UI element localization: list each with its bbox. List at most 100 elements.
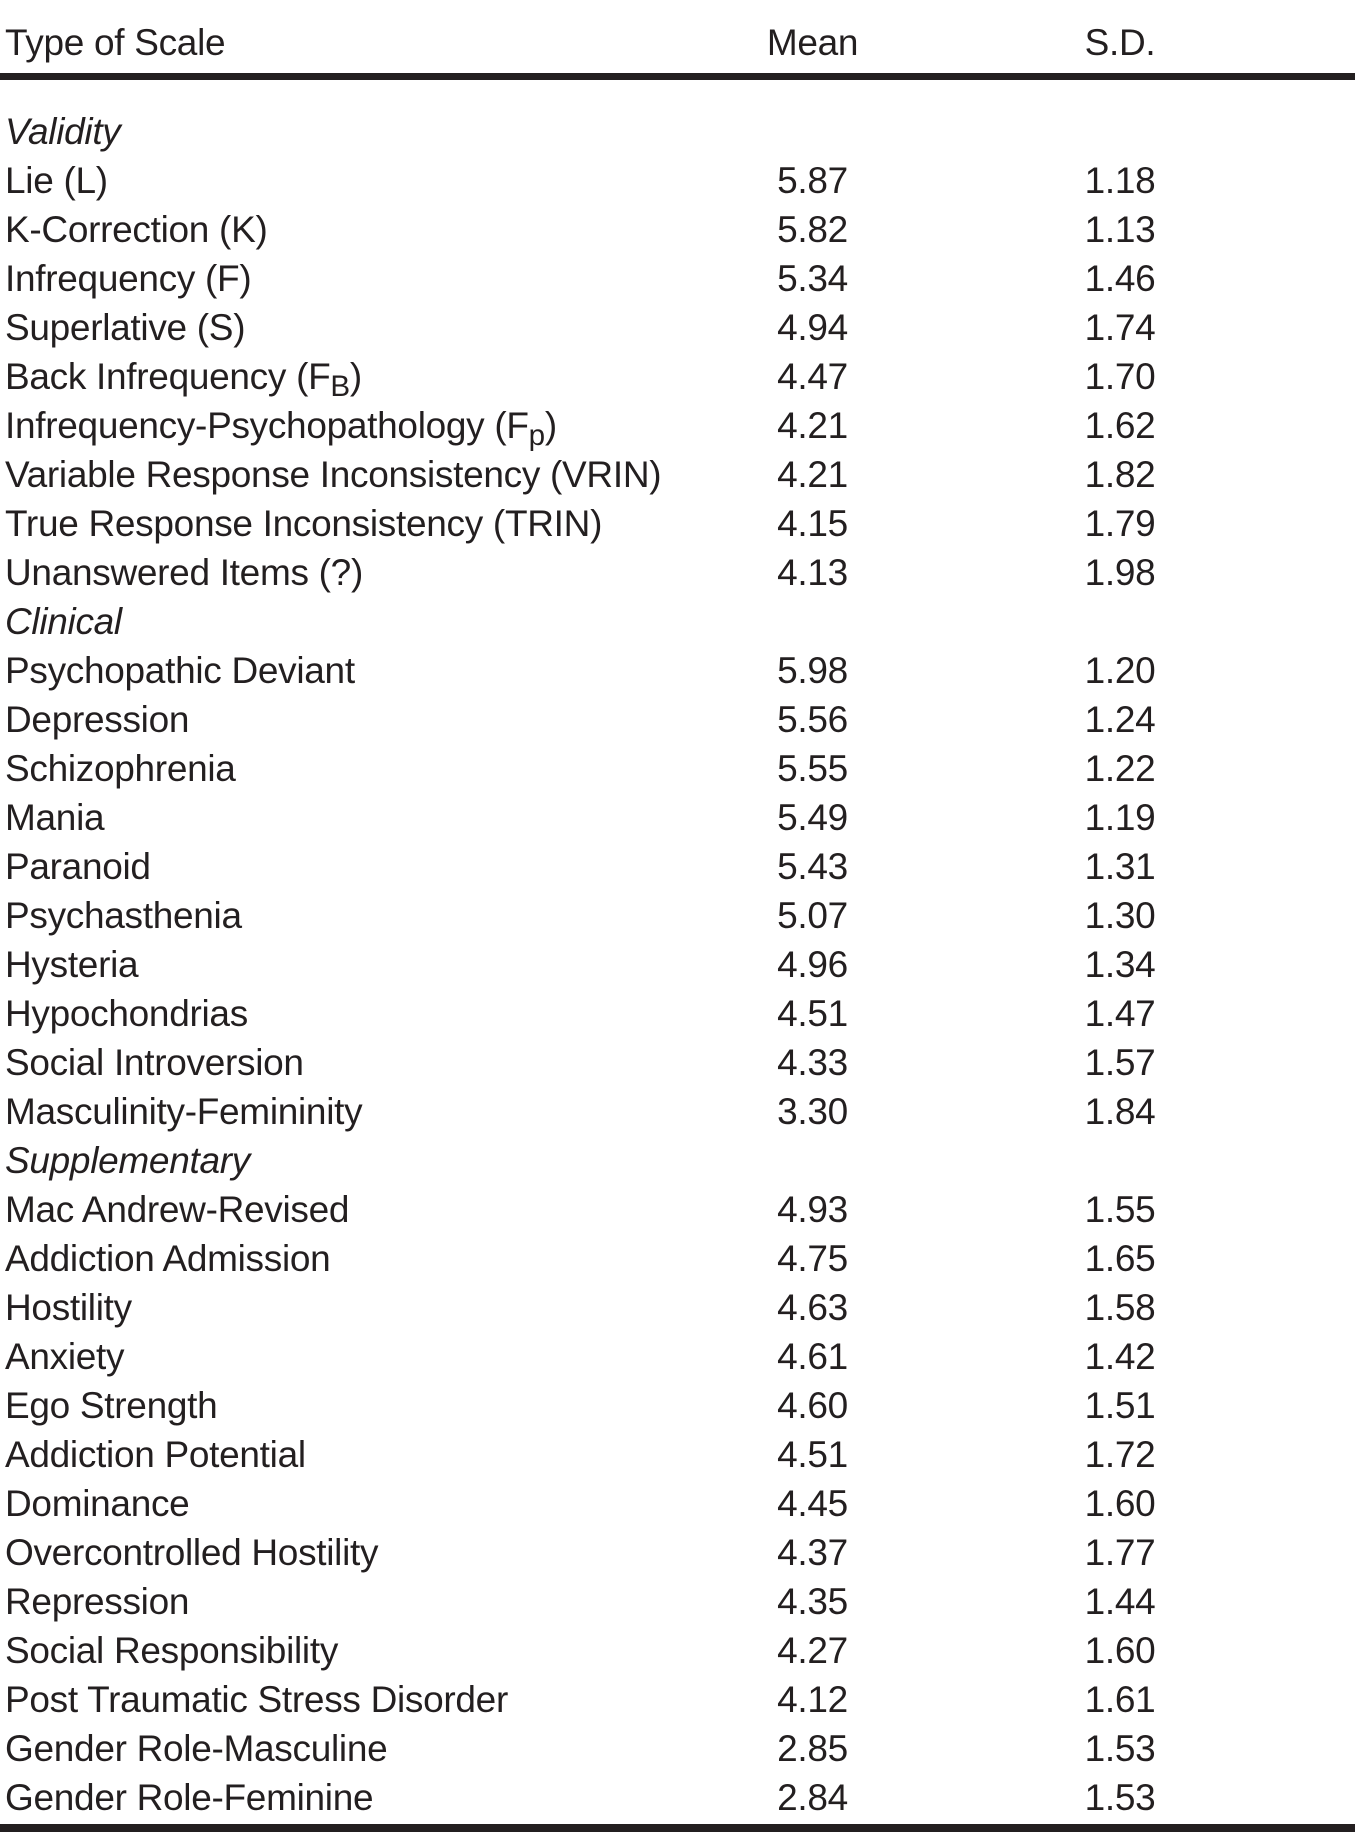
scale-name-text: Ego Strength: [5, 1385, 218, 1426]
sd-value: 1.30: [1084, 895, 1156, 936]
mean-value: 4.93: [777, 1189, 848, 1230]
table-row: Mac Andrew-Revised 4.93 1.55: [0, 1185, 1355, 1234]
scale-name-text-after: ): [349, 356, 362, 397]
scale-name-text: Anxiety: [5, 1336, 125, 1377]
scale-name: Mania: [0, 793, 655, 842]
section-header-row: Clinical: [0, 597, 1355, 646]
mean-value: 4.15: [777, 503, 848, 544]
scale-name-text: Social Introversion: [5, 1042, 304, 1083]
scale-name-text: Social Responsibility: [5, 1630, 339, 1671]
sd-value: 1.47: [1084, 993, 1156, 1034]
scale-name-text: Infrequency-Psychopathology (F: [5, 405, 529, 446]
scale-name-text: Psychopathic Deviant: [5, 650, 355, 691]
section-header-row: Supplementary: [0, 1136, 1355, 1185]
mean-value: 3.30: [777, 1091, 848, 1132]
scale-name-subscript: B: [330, 370, 350, 404]
scale-name: Masculinity-Femininity: [0, 1087, 655, 1136]
sd-value: 1.72: [1084, 1434, 1156, 1475]
section-name: Clinical: [5, 601, 122, 642]
sd-value: 1.70: [1084, 356, 1156, 397]
sd-value: 1.20: [1084, 650, 1156, 691]
mean-value: 4.60: [777, 1385, 848, 1426]
sd-value: 1.84: [1084, 1091, 1156, 1132]
scale-name: Lie (L): [0, 156, 655, 205]
mean-value: 5.34: [777, 258, 848, 299]
sd-value: 1.60: [1084, 1483, 1156, 1524]
mean-value: 5.56: [777, 699, 848, 740]
mean-value: 4.75: [777, 1238, 848, 1279]
table-row: Social Responsibility 4.27 1.60: [0, 1626, 1355, 1675]
scale-name: Addiction Admission: [0, 1234, 655, 1283]
mean-value: 4.27: [777, 1630, 848, 1671]
table-row: True Response Inconsistency (TRIN) 4.15 1.…: [0, 499, 1355, 548]
mean-value: 4.37: [777, 1532, 848, 1573]
scale-name-text: Mac Andrew-Revised: [5, 1189, 350, 1230]
sd-value: 1.61: [1084, 1679, 1156, 1720]
mean-value: 5.87: [777, 160, 848, 201]
table-row: K-Correction (K) 5.82 1.13: [0, 205, 1355, 254]
table-row: Dominance 4.45 1.60: [0, 1479, 1355, 1528]
table-row: Psychopathic Deviant 5.98 1.20: [0, 646, 1355, 695]
scale-name: Hostility: [0, 1283, 655, 1332]
mean-value: 4.94: [777, 307, 848, 348]
table-row: Infrequency (F) 5.34 1.46: [0, 254, 1355, 303]
sd-value: 1.42: [1084, 1336, 1156, 1377]
scale-name-text: Masculinity-Femininity: [5, 1091, 363, 1132]
scale-name-text: Psychasthenia: [5, 895, 242, 936]
mean-value: 4.51: [777, 1434, 848, 1475]
table-row: Gender Role-Feminine 2.84 1.53: [0, 1773, 1355, 1822]
table-row: Post Traumatic Stress Disorder 4.12 1.61: [0, 1675, 1355, 1724]
header-rule: [0, 73, 1355, 80]
sd-value: 1.77: [1084, 1532, 1156, 1573]
scale-name: Paranoid: [0, 842, 655, 891]
mean-value: 4.96: [777, 944, 848, 985]
scale-name-text: Schizophrenia: [5, 748, 236, 789]
mean-value: 5.82: [777, 209, 848, 250]
scale-name: Unanswered Items (?): [0, 548, 655, 597]
table-row: Ego Strength 4.60 1.51: [0, 1381, 1355, 1430]
table-row: Back Infrequency (FB) 4.47 1.70: [0, 352, 1355, 401]
scale-name-text: Depression: [5, 699, 190, 740]
scale-name-text: Overcontrolled Hostility: [5, 1532, 379, 1573]
scale-name-text: Lie (L): [5, 160, 108, 201]
table-row: Masculinity-Femininity 3.30 1.84: [0, 1087, 1355, 1136]
scale-name-text: Post Traumatic Stress Disorder: [5, 1679, 508, 1720]
scale-name: Ego Strength: [0, 1381, 655, 1430]
scale-name: Infrequency (F): [0, 254, 655, 303]
scale-name: Gender Role-Masculine: [0, 1724, 655, 1773]
column-header-type-of-scale: Type of Scale: [5, 22, 226, 63]
table-row: Depression 5.56 1.24: [0, 695, 1355, 744]
scale-name: Infrequency-Psychopathology (Fp): [0, 401, 655, 450]
scale-name: Variable Response Inconsistency (VRIN): [0, 450, 662, 499]
mean-value: 4.61: [777, 1336, 848, 1377]
column-header-mean: Mean: [766, 22, 859, 63]
mean-value: 5.49: [777, 797, 848, 838]
scale-name-text: Hypochondrias: [5, 993, 248, 1034]
table-row: Hysteria 4.96 1.34: [0, 940, 1355, 989]
mean-value: 4.33: [777, 1042, 848, 1083]
scale-name-text: Addiction Potential: [5, 1434, 306, 1475]
scale-name: Psychasthenia: [0, 891, 655, 940]
scale-name: Hypochondrias: [0, 989, 655, 1038]
mean-value: 4.51: [777, 993, 848, 1034]
table-row: Variable Response Inconsistency (VRIN) 4.…: [0, 450, 1355, 499]
sd-value: 1.53: [1084, 1728, 1156, 1769]
mean-value: 4.21: [777, 454, 848, 495]
table-row: Hostility 4.63 1.58: [0, 1283, 1355, 1332]
sd-value: 1.34: [1084, 944, 1156, 985]
sd-value: 1.46: [1084, 258, 1156, 299]
scale-name-text: True Response Inconsistency (TRIN): [5, 503, 603, 544]
sd-value: 1.51: [1084, 1385, 1156, 1426]
scale-name: Superlative (S): [0, 303, 655, 352]
table-row: Anxiety 4.61 1.42: [0, 1332, 1355, 1381]
sd-value: 1.44: [1084, 1581, 1156, 1622]
table-row: Lie (L) 5.87 1.18: [0, 156, 1355, 205]
sd-value: 1.13: [1084, 209, 1156, 250]
sd-value: 1.74: [1084, 307, 1156, 348]
scale-name-text: Mania: [5, 797, 105, 838]
scale-name-text: Dominance: [5, 1483, 190, 1524]
mean-value: 4.13: [777, 552, 848, 593]
scale-name-text: Superlative (S): [5, 307, 246, 348]
mean-value: 5.55: [777, 748, 848, 789]
